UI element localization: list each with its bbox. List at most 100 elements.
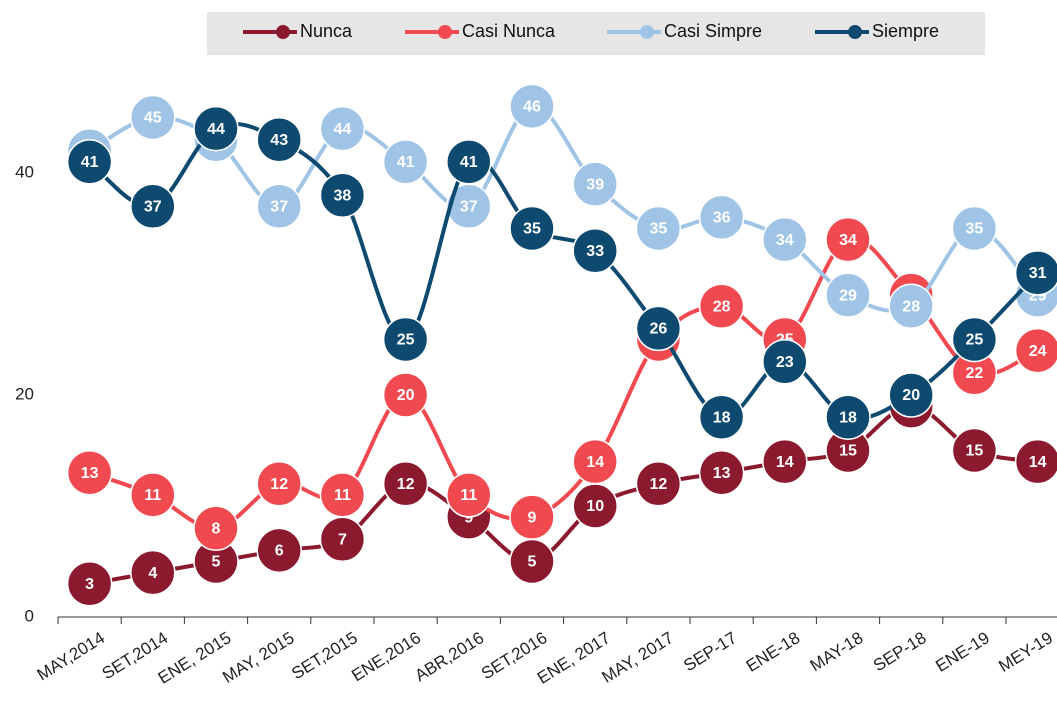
data-label: 28: [713, 298, 731, 315]
legend-marker: [848, 25, 862, 39]
data-label: 11: [144, 487, 161, 504]
marker: [572, 438, 618, 485]
marker: [1014, 327, 1057, 374]
series-line: [89, 404, 1038, 586]
data-label: 38: [334, 187, 352, 204]
data-label: 13: [81, 465, 99, 482]
marker: [446, 139, 492, 185]
x-tick-label: ENE-19: [932, 628, 993, 676]
data-label: 9: [528, 509, 537, 526]
y-tick-label: 0: [25, 606, 34, 625]
marker: [319, 472, 366, 518]
data-label: 11: [334, 487, 351, 504]
data-label: 35: [966, 221, 984, 238]
marker: [951, 205, 998, 252]
data-label: 12: [270, 476, 288, 493]
marker: [1014, 250, 1057, 296]
marker: [698, 449, 745, 496]
x-tick-label: SEP-18: [870, 628, 930, 675]
marker: [256, 183, 302, 230]
data-label: 43: [270, 132, 288, 149]
legend-label: Nunca: [300, 21, 353, 41]
legend-marker: [276, 25, 290, 39]
data-label: 14: [586, 454, 604, 471]
data-label: 41: [81, 154, 99, 171]
marker: [1014, 438, 1057, 485]
marker: [888, 372, 934, 418]
marker: [572, 161, 618, 207]
x-tick-label: MAY, 2015: [219, 628, 297, 687]
data-label: 8: [212, 520, 221, 537]
series-line: [88, 122, 1040, 421]
y-tick-label: 40: [15, 162, 34, 181]
marker: [762, 438, 808, 485]
data-label: 15: [839, 443, 857, 460]
data-label: 28: [902, 298, 920, 315]
data-label: 4: [148, 565, 157, 582]
data-label: 45: [144, 110, 162, 127]
data-label: 9: [464, 509, 473, 526]
data-label: 39: [586, 176, 604, 193]
marker: [319, 172, 366, 218]
x-tick-label: MAY, 2017: [598, 628, 676, 687]
marker: [635, 305, 682, 352]
data-label: 29: [839, 287, 857, 304]
data-label: 37: [144, 199, 162, 216]
marker: [256, 116, 302, 163]
data-label: 11: [460, 487, 477, 504]
marker: [572, 227, 618, 274]
data-label: 25: [966, 332, 984, 349]
marker: [825, 394, 871, 440]
data-label: 31: [1029, 265, 1047, 282]
marker: [698, 283, 745, 329]
marker: [193, 105, 239, 152]
marker: [509, 205, 555, 252]
data-label: 35: [523, 221, 541, 238]
legend-label: Siempre: [872, 21, 939, 41]
marker: [951, 427, 998, 474]
data-label: 5: [528, 554, 537, 571]
marker: [635, 461, 682, 507]
data-label: 6: [275, 543, 284, 560]
series: 41 37 44 43 38 25 41 35 33 26 18 23 18 20 25 31: [66, 105, 1057, 440]
data-label: 14: [776, 454, 794, 471]
data-label: 33: [586, 243, 604, 260]
marker: [130, 472, 176, 518]
marker: [509, 494, 555, 540]
legend-marker: [640, 25, 654, 39]
marker: [382, 139, 429, 185]
x-tick-label: SEP-17: [680, 628, 740, 675]
marker: [130, 549, 176, 596]
marker: [319, 105, 366, 152]
data-label: 20: [902, 387, 920, 404]
data-label: 37: [270, 199, 288, 216]
data-label: 5: [212, 554, 221, 571]
data-label: 18: [713, 409, 731, 426]
data-label: 37: [460, 199, 478, 216]
marker: [635, 205, 682, 252]
data-label: 10: [586, 498, 604, 515]
x-tick-label: MAY-18: [807, 628, 867, 675]
data-label: 22: [966, 365, 984, 382]
data-label: 23: [776, 354, 794, 371]
marker: [382, 461, 429, 507]
legend-label: Casi Nunca: [462, 21, 556, 41]
data-label: 14: [1029, 454, 1047, 471]
marker: [66, 449, 113, 496]
x-tick-label: SET,2015: [288, 628, 361, 683]
data-label: 20: [397, 387, 415, 404]
data-label: 41: [397, 154, 415, 171]
marker: [825, 272, 871, 318]
marker: [256, 527, 302, 574]
data-label: 12: [650, 476, 668, 493]
data-label: 41: [460, 154, 478, 171]
legend-label: Casi Simpre: [664, 21, 762, 41]
series: 13 11 8 12 11 20 11 9 14 25 28 25 34 29 22 24: [66, 216, 1057, 551]
marker: [66, 139, 113, 185]
marker: [130, 94, 176, 141]
data-label: 34: [839, 232, 857, 249]
data-label: 18: [839, 409, 857, 426]
data-label: 7: [338, 532, 347, 549]
data-label: 26: [650, 321, 668, 338]
